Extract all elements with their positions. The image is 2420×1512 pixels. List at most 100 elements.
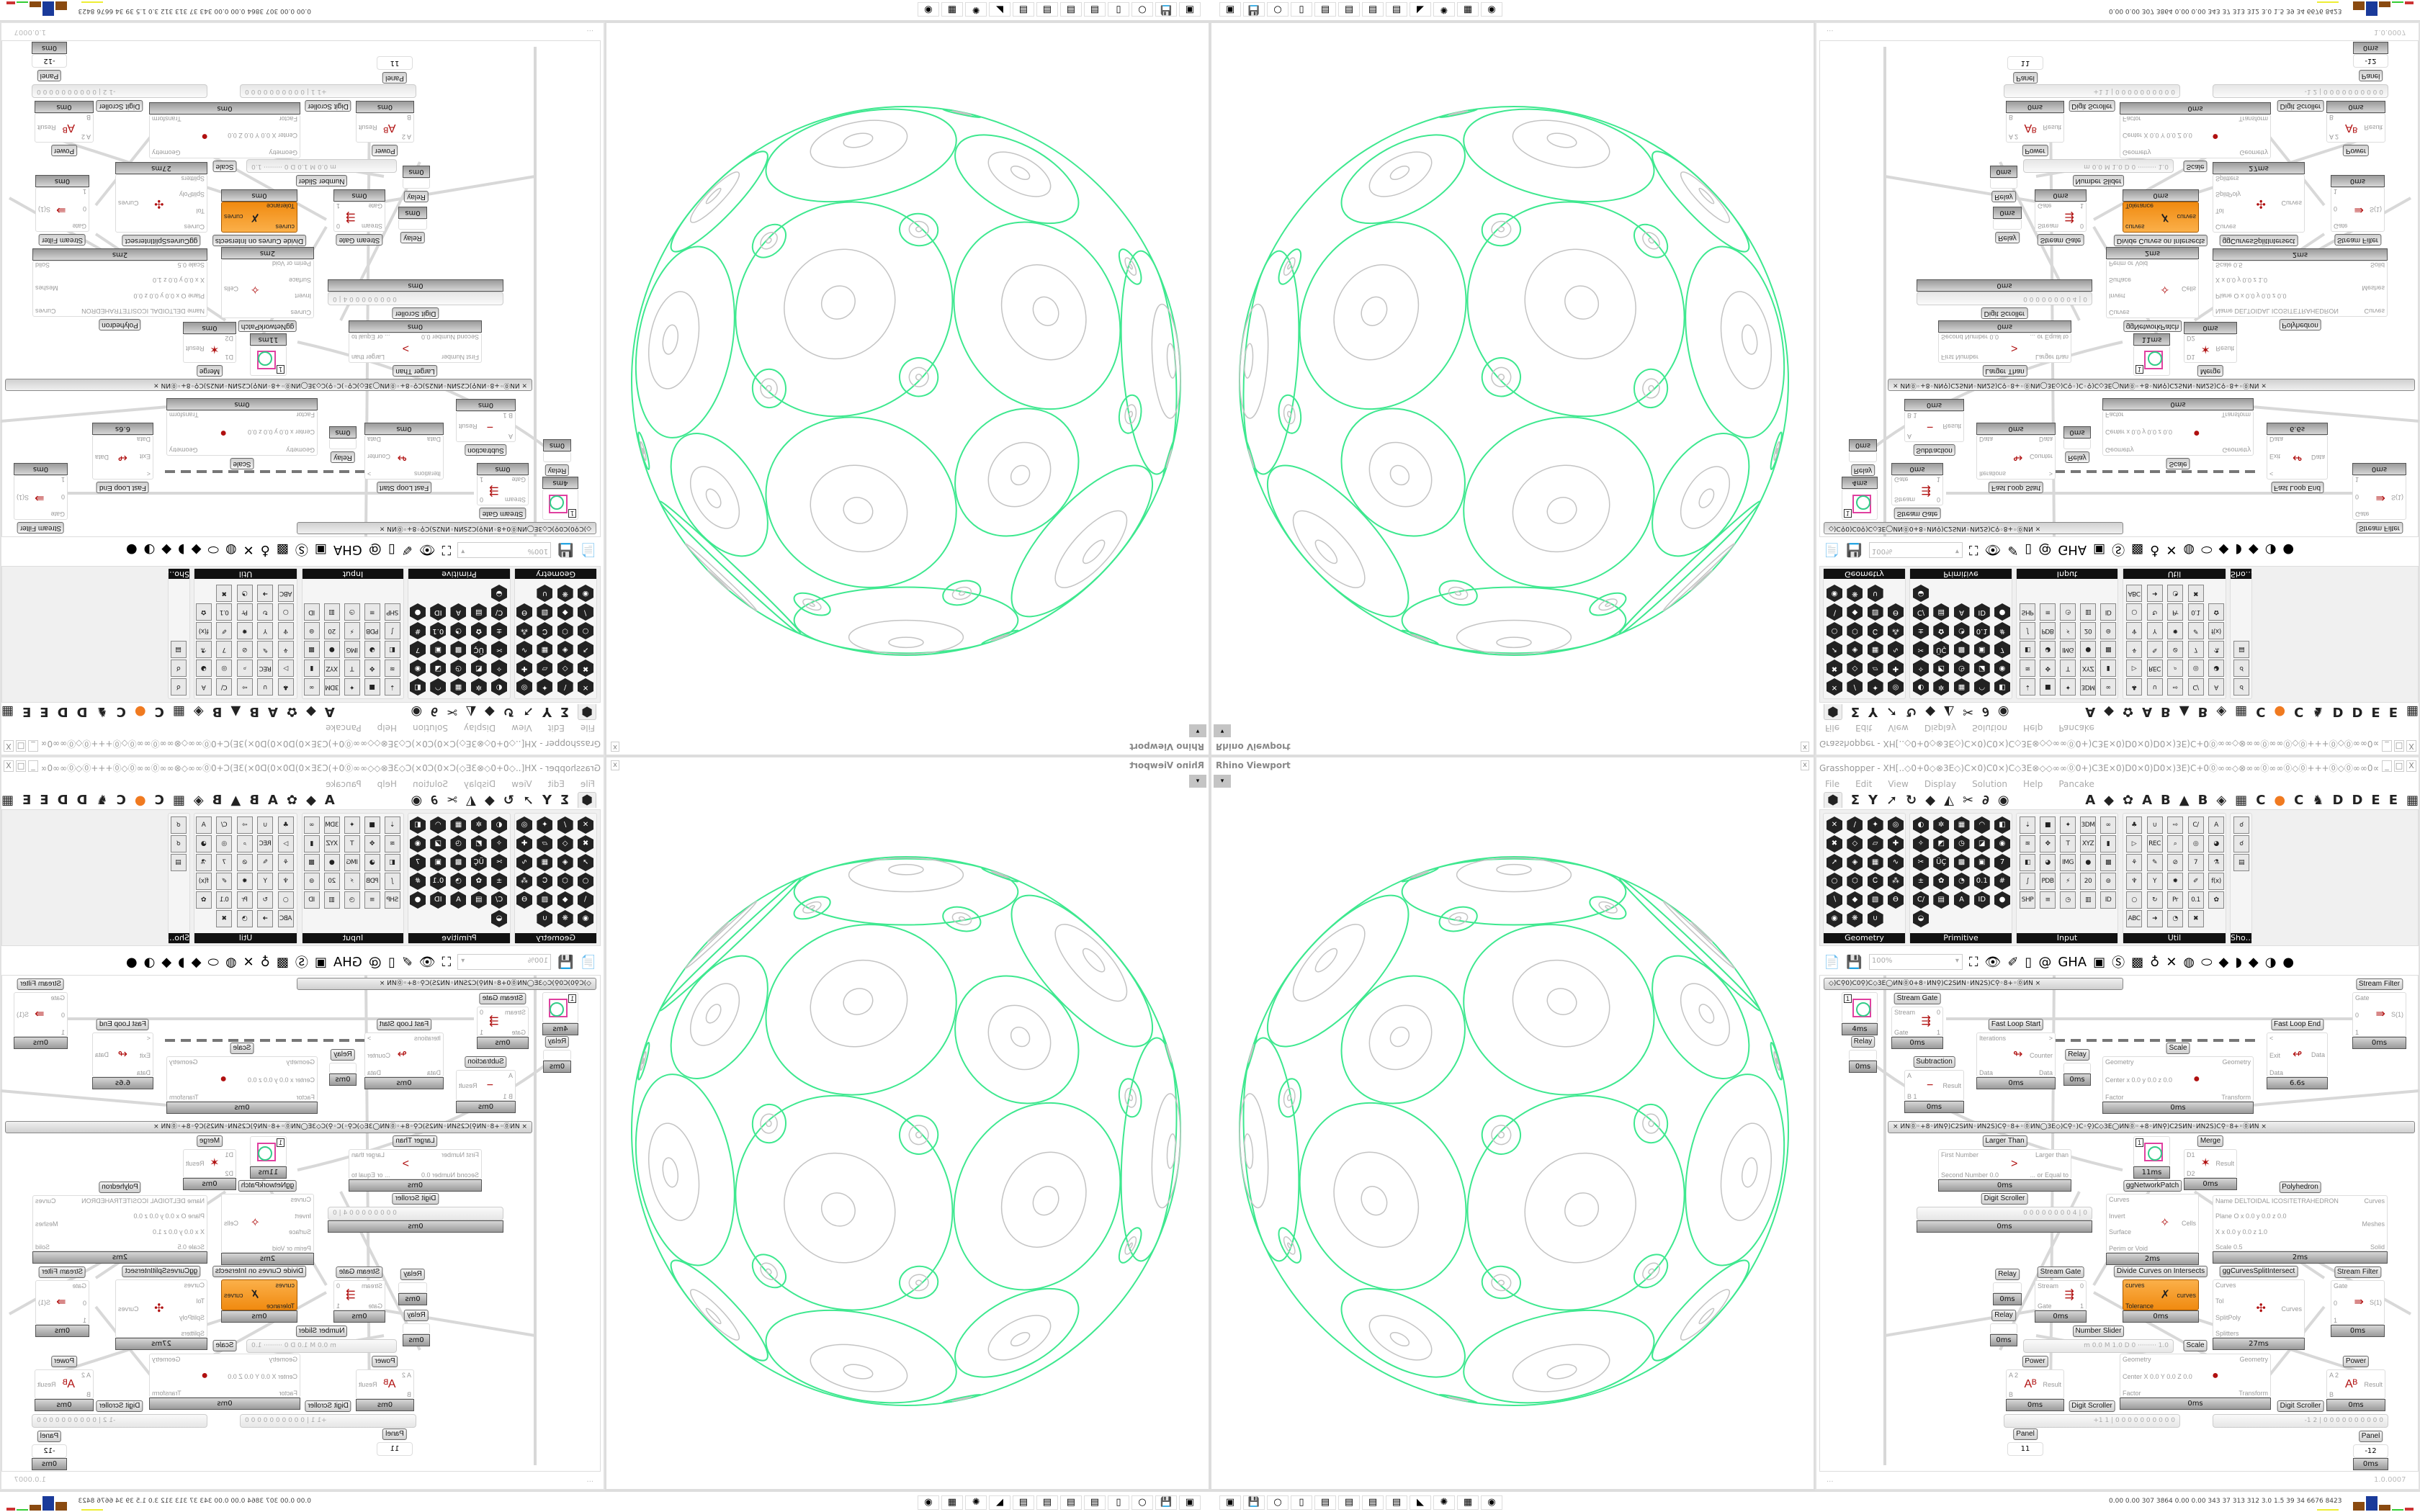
slider-label[interactable]: Digit Scroller xyxy=(305,1400,351,1412)
slider-label[interactable]: Digit Scroller xyxy=(2069,100,2115,112)
component-icon[interactable]: 0.1 xyxy=(1974,622,1990,639)
output-param[interactable]: Result xyxy=(2043,1380,2061,1388)
component-icon[interactable]: T xyxy=(344,835,360,852)
input-param[interactable]: Curves xyxy=(290,309,311,316)
component-icon[interactable]: C/ xyxy=(2187,816,2204,834)
component-icon[interactable]: ⁂ xyxy=(1888,622,1904,639)
menu-solution[interactable]: Solution xyxy=(1972,779,2007,789)
component-icon[interactable]: ● xyxy=(2080,641,2096,658)
toolbar-icon[interactable]: ◗ xyxy=(178,542,185,558)
toolbar-icon[interactable]: ▩ xyxy=(2131,542,2144,558)
component-icon[interactable]: ❋ xyxy=(1847,585,1863,602)
component-icon[interactable]: ÜÇ xyxy=(471,854,487,871)
component-larger-than[interactable]: First Number Second Number 0.0 Larger than… xyxy=(349,1149,482,1179)
output-param[interactable]: 1 xyxy=(1936,476,1940,483)
component-icon[interactable]: ☌ xyxy=(2233,835,2249,852)
component-icon[interactable]: ◧ xyxy=(2020,854,2035,871)
component-relay[interactable] xyxy=(329,1063,357,1074)
component-label[interactable]: Relay xyxy=(331,451,355,463)
tab-icon[interactable]: ➚ xyxy=(1886,704,1898,720)
input-param[interactable]: D1 xyxy=(225,1151,233,1158)
component-relay[interactable] xyxy=(329,438,357,449)
input-param[interactable]: Data xyxy=(1979,436,1994,443)
component-icon[interactable]: ID xyxy=(1973,891,1990,909)
component-stream-gate[interactable]: Stream Gate 0 1 ⇶ xyxy=(1891,1007,1943,1037)
toolbar-icon[interactable]: ◗ xyxy=(2235,954,2242,970)
component-icon[interactable]: ✦ xyxy=(1867,816,1883,834)
task-manager-icon[interactable]: ▣ xyxy=(1219,2,1241,17)
component-icon[interactable]: ◎ xyxy=(1888,678,1904,696)
component-icon[interactable]: ☌ xyxy=(2233,816,2249,834)
component-icon[interactable]: ♆ xyxy=(2126,873,2142,890)
component-icon[interactable]: ✧ xyxy=(1913,835,1929,852)
toolbar-icon[interactable]: ◗ xyxy=(2235,542,2242,558)
tab-plugin-icon[interactable]: ◆ xyxy=(306,704,316,720)
component-preview[interactable]: 1 xyxy=(542,489,578,520)
tab-letter[interactable]: E xyxy=(2388,792,2398,808)
component-icon[interactable]: ▩ xyxy=(451,641,467,658)
inkscape-icon[interactable]: ◣ xyxy=(989,2,1010,17)
toolbar-icon[interactable]: ◆ xyxy=(2248,954,2259,970)
component-icon[interactable]: ◔ xyxy=(2167,585,2183,602)
component-icon[interactable]: ✦ xyxy=(2060,678,2076,696)
slider[interactable]: +1 1 | 0 0 0 0 0 0 0 0 0 0 xyxy=(240,84,416,98)
component-scale[interactable]: Geometry Center X 0.0 Y 0.0 Z 0.0 Factor Ge… xyxy=(2120,114,2271,158)
output-param[interactable]: 0 xyxy=(1936,496,1940,503)
toolbar-icon[interactable]: 📄 xyxy=(580,954,596,970)
component-label[interactable]: Relay xyxy=(2065,451,2089,463)
component-label[interactable]: Merge xyxy=(2197,365,2224,377)
slider[interactable]: m 0.0 M 1.0 D 0 ········· 1.0 xyxy=(246,159,397,173)
component-icon[interactable]: ▮ xyxy=(304,835,320,852)
component-icon[interactable]: XYZ xyxy=(324,660,340,677)
toolbar-icon[interactable]: @ xyxy=(368,954,382,970)
component-icon[interactable]: ∪ xyxy=(537,910,552,927)
input-param[interactable]: curves xyxy=(275,1282,295,1289)
tab-letter[interactable]: D xyxy=(76,704,88,720)
component-icon[interactable]: ◷ xyxy=(344,603,360,621)
component-icon[interactable]: ◩ xyxy=(1933,660,1949,677)
toolbar-icon[interactable]: 💾 xyxy=(1846,954,1863,970)
component-fast-loop-end[interactable]: < Exit Data Data ↫ xyxy=(2267,435,2328,480)
component-icon[interactable]: ≡ xyxy=(364,603,380,621)
output-param[interactable]: Data xyxy=(2311,1051,2325,1058)
output-param[interactable]: Transform xyxy=(152,1390,182,1397)
input-param[interactable]: Gate xyxy=(2355,510,2370,518)
menu-view[interactable]: View xyxy=(511,779,532,789)
component-label[interactable]: Subtraction xyxy=(1913,1056,1955,1068)
component-icon[interactable]: A xyxy=(451,891,467,909)
component-icon[interactable]: ⌕ xyxy=(2167,660,2183,677)
component-icon[interactable]: ∫ xyxy=(385,873,400,890)
component-icon[interactable]: Ѳ xyxy=(1888,603,1904,621)
component-power[interactable]: A 2 B Result Aᴮ xyxy=(2006,113,2064,143)
component-icon[interactable]: ✎ xyxy=(2146,854,2163,871)
firefox-icon[interactable]: ◉ xyxy=(1481,2,1502,17)
component-icon[interactable]: ● xyxy=(324,641,340,658)
component-icon[interactable]: ▧ xyxy=(1867,891,1883,909)
component-icon[interactable]: Y xyxy=(2146,873,2163,890)
component-icon[interactable]: 20 xyxy=(324,873,340,890)
folder-icon[interactable]: ▯ xyxy=(1108,1495,1129,1510)
component-icon[interactable]: ▤ xyxy=(2233,854,2249,871)
tab-letter[interactable]: C xyxy=(2294,704,2304,720)
component-icon[interactable]: ID xyxy=(430,891,446,909)
toolbar-icon[interactable]: ✐ xyxy=(2007,542,2019,558)
component-icon[interactable]: ➚ xyxy=(1827,641,1842,658)
component-icon[interactable]: ↻ xyxy=(2146,891,2163,909)
component-icon[interactable]: ✿ xyxy=(196,891,212,909)
tab-icon[interactable]: Σ xyxy=(1850,792,1860,808)
component-icon[interactable]: ✲ xyxy=(471,816,487,834)
component-icon[interactable]: ⚗ xyxy=(196,641,212,658)
input-param[interactable]: 0 xyxy=(82,1300,86,1307)
toolbar-icon[interactable]: ◑ xyxy=(143,542,156,558)
component-icon[interactable]: # xyxy=(410,622,426,639)
component-label[interactable]: Scale xyxy=(212,1340,237,1351)
component-icon[interactable]: ÜÇ xyxy=(471,641,487,658)
toolbar-icon[interactable]: ▯ xyxy=(2025,954,2033,970)
slider[interactable]: -1 2 | 0 0 0 0 0 0 0 0 0 0 xyxy=(2213,1414,2388,1428)
chevron-down-icon[interactable]: ▾ xyxy=(461,547,465,555)
component-icon[interactable]: ◕ xyxy=(2040,854,2056,871)
component-icon[interactable]: ✥ xyxy=(2040,835,2056,852)
tab-icon[interactable]: ➚ xyxy=(522,792,534,808)
component-icon[interactable]: ⇣ xyxy=(2020,678,2035,696)
group-bar[interactable]: ◇)C⚲0)C0⚲)C◇3E◯ИN⓪0+8◦ИN⚲)C2SИN◦ИN2S)C⚲◦… xyxy=(297,978,596,990)
